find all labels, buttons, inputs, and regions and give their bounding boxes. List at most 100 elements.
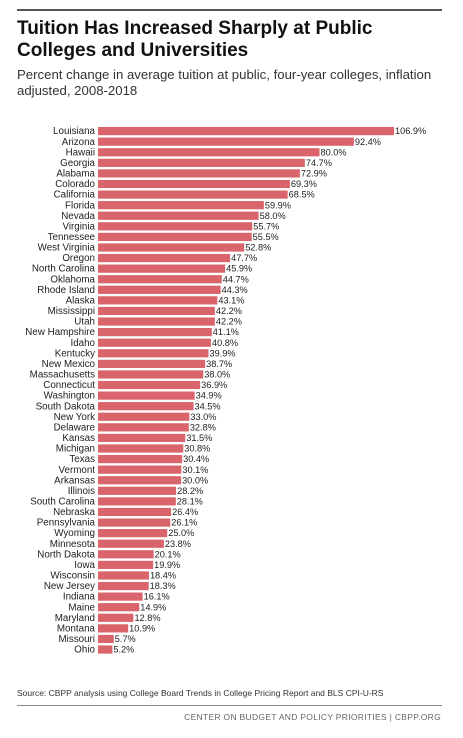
bar <box>98 338 211 347</box>
value-label: 41.1% <box>213 327 239 337</box>
category-label: South Dakota <box>36 401 96 412</box>
bar <box>98 497 176 506</box>
value-label: 26.1% <box>171 518 197 528</box>
value-label: 72.9% <box>301 169 327 179</box>
category-label: Minnesota <box>50 539 96 550</box>
category-label: Rhode Island <box>37 285 95 296</box>
value-label: 23.8% <box>165 539 191 549</box>
bar <box>98 402 194 411</box>
bar <box>98 232 252 241</box>
value-label: 68.5% <box>289 190 315 200</box>
bar <box>98 296 218 305</box>
bar <box>98 169 300 178</box>
category-label: New Jersey <box>44 581 95 592</box>
value-label: 32.8% <box>190 422 216 432</box>
category-label: Maine <box>68 602 95 613</box>
category-label: Kentucky <box>55 348 95 359</box>
bar <box>98 433 186 443</box>
value-label: 36.9% <box>201 380 227 390</box>
value-label: 10.9% <box>129 623 155 633</box>
value-label: 43.1% <box>218 295 244 305</box>
value-label: 80.0% <box>321 147 347 157</box>
bar <box>98 370 204 379</box>
bar <box>98 380 201 390</box>
bar <box>98 148 320 157</box>
value-label: 38.7% <box>206 359 232 369</box>
credit-line: CENTER ON BUDGET AND POLICY PRIORITIES |… <box>184 712 441 722</box>
value-label: 38.0% <box>204 370 230 380</box>
category-label: Alabama <box>56 169 95 180</box>
value-label: 33.0% <box>190 412 216 422</box>
category-label: Illinois <box>68 486 95 497</box>
bar <box>98 253 231 263</box>
bar <box>98 507 172 517</box>
category-label: Delaware <box>54 422 96 433</box>
bar <box>98 412 190 421</box>
category-label: Ohio <box>74 645 95 656</box>
value-label: 5.2% <box>113 645 134 655</box>
bar <box>98 423 189 432</box>
category-label: Florida <box>65 200 95 211</box>
bar <box>98 645 113 654</box>
bar <box>98 264 226 273</box>
category-label: Massachusetts <box>30 370 95 381</box>
bar <box>98 201 264 210</box>
category-label: West Virginia <box>38 243 96 254</box>
value-label: 30.4% <box>183 454 209 464</box>
bar <box>98 211 259 220</box>
value-label: 14.9% <box>140 602 166 612</box>
source-note: Source: CBPP analysis using College Boar… <box>17 688 384 698</box>
value-label: 52.8% <box>245 243 271 253</box>
bar <box>98 518 171 527</box>
value-label: 34.9% <box>196 391 222 401</box>
value-label: 18.4% <box>150 571 176 581</box>
bar <box>98 328 212 337</box>
bar <box>98 317 215 326</box>
category-label: Texas <box>69 454 95 465</box>
bar <box>98 592 143 601</box>
category-label: Vermont <box>59 465 96 476</box>
bar <box>98 613 134 622</box>
value-label: 106.9% <box>395 126 426 136</box>
chart-subtitle: Percent change in average tuition at pub… <box>17 67 432 98</box>
category-label: Tennessee <box>48 232 96 243</box>
category-label: North Dakota <box>37 549 95 560</box>
category-label: Wyoming <box>54 528 95 539</box>
bar <box>98 454 183 464</box>
category-label: South Carolina <box>30 497 95 508</box>
value-label: 30.0% <box>182 475 208 485</box>
bar <box>98 275 222 284</box>
value-label: 44.3% <box>222 285 248 295</box>
bar <box>98 539 164 548</box>
bar <box>98 476 182 485</box>
category-label: Kansas <box>62 433 95 444</box>
category-label: Arkansas <box>54 475 95 486</box>
bar <box>98 560 154 569</box>
category-label: Louisiana <box>53 126 95 137</box>
value-label: 31.5% <box>186 433 212 443</box>
category-label: Hawaii <box>66 147 95 158</box>
bar-chart: Louisiana 106.9% Arizona 92.4% Hawaii 80.0% Ge… <box>25 126 426 656</box>
bar <box>98 158 305 167</box>
top-rule <box>17 9 442 11</box>
value-label: 30.1% <box>182 465 208 475</box>
category-label: Missouri <box>59 634 95 645</box>
value-label: 39.9% <box>209 348 235 358</box>
value-label: 47.7% <box>231 253 257 263</box>
value-label: 18.3% <box>150 581 176 591</box>
value-label: 28.2% <box>177 486 203 496</box>
category-label: Connecticut <box>43 380 95 391</box>
value-label: 55.7% <box>253 221 279 231</box>
category-label: California <box>54 190 96 201</box>
bottom-rule <box>17 705 442 706</box>
bar <box>98 486 177 495</box>
bar <box>98 529 168 538</box>
bar <box>98 444 184 453</box>
bar <box>98 581 149 591</box>
bar <box>98 127 394 136</box>
value-label: 69.3% <box>291 179 317 189</box>
bar <box>98 359 206 368</box>
bar <box>98 349 209 358</box>
category-label: New York <box>54 412 95 423</box>
value-label: 40.8% <box>212 338 238 348</box>
